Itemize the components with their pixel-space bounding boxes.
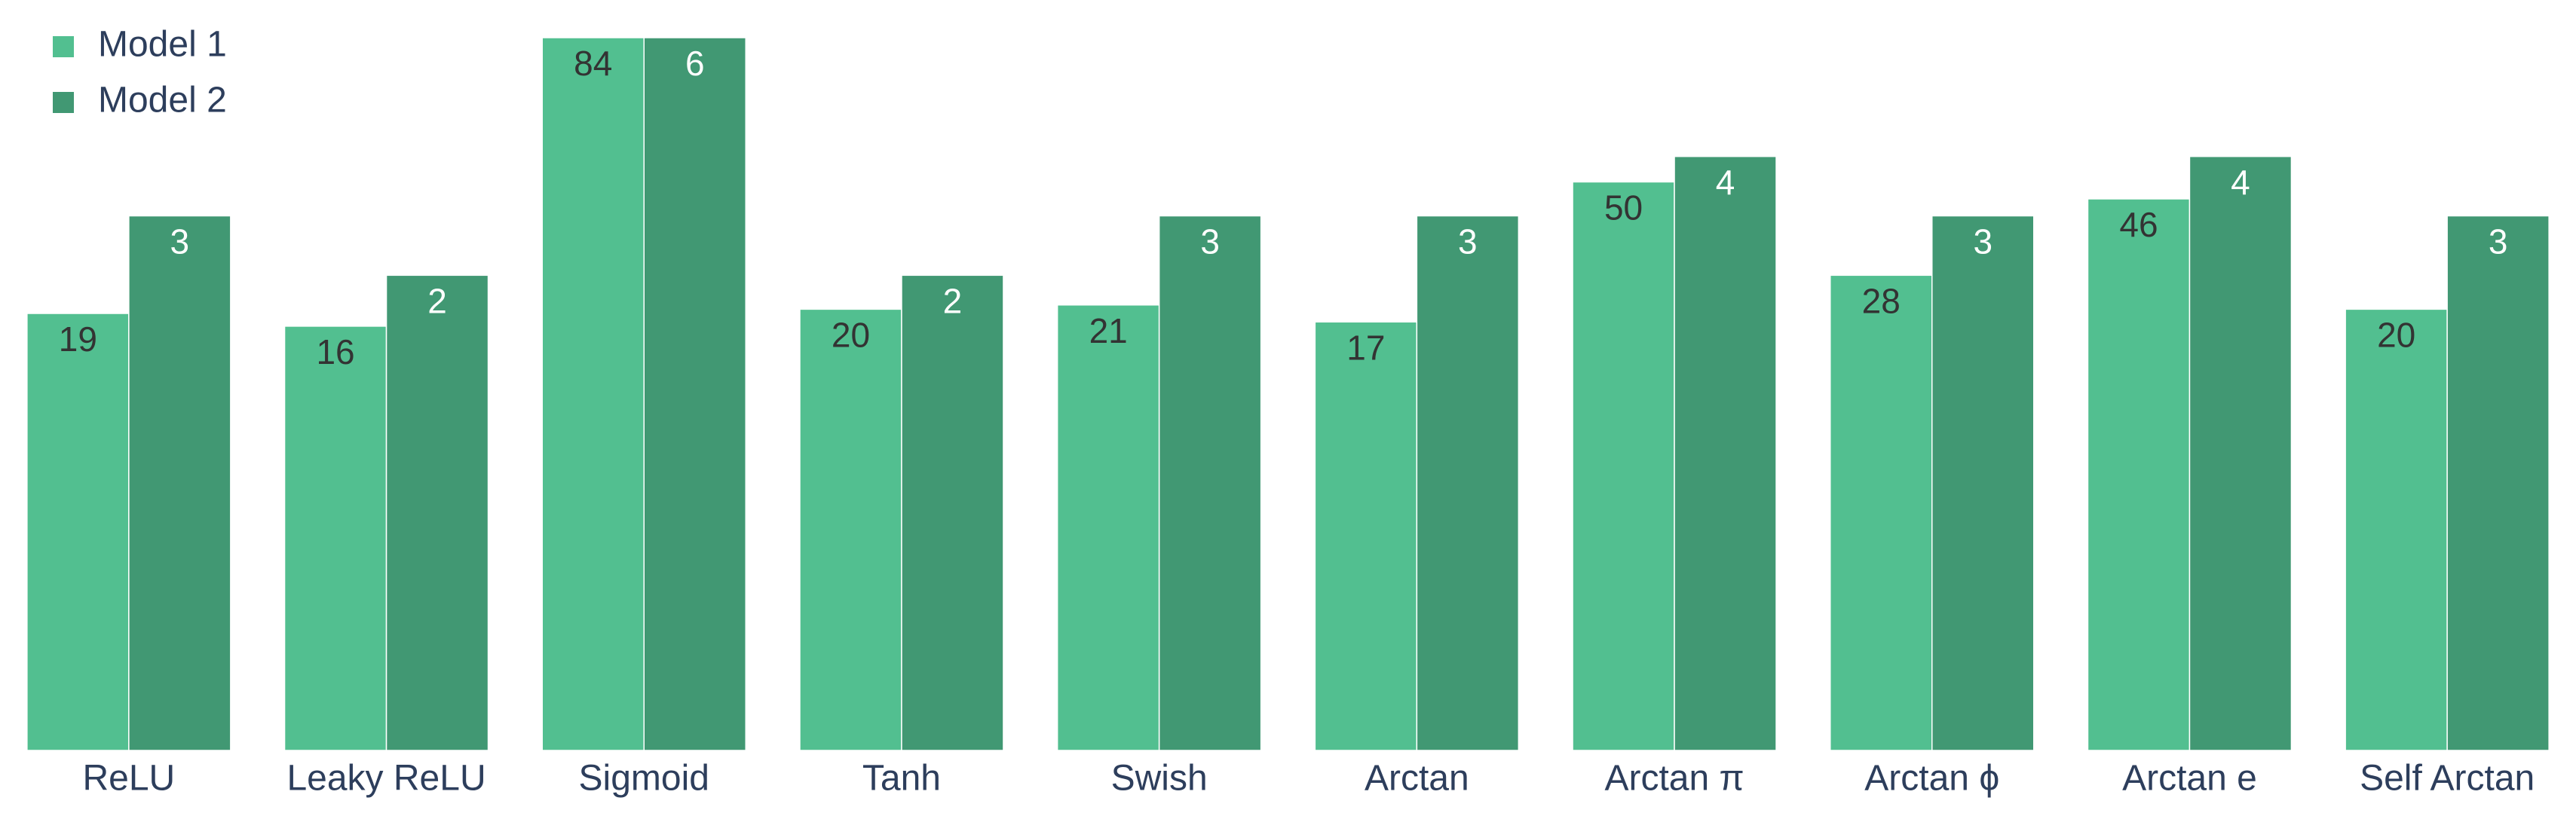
value-label: 2 <box>427 281 447 320</box>
value-label: 46 <box>2119 205 2158 244</box>
value-label: 2 <box>943 281 963 320</box>
bar <box>2189 155 2293 751</box>
bar <box>1830 274 1933 751</box>
value-label: 19 <box>59 319 97 359</box>
bar <box>128 215 231 751</box>
bar <box>385 274 489 751</box>
x-tick-label: Arctan e <box>2122 759 2257 799</box>
bar <box>1572 181 1675 751</box>
bar <box>26 313 130 751</box>
bar <box>901 274 1004 751</box>
x-tick-label: Sigmoid <box>579 759 709 799</box>
x-tick-label: ReLU <box>82 759 175 799</box>
value-label: 20 <box>2377 316 2415 355</box>
bar <box>283 325 387 751</box>
legend-swatch <box>53 92 74 113</box>
value-label: 4 <box>1716 163 1735 202</box>
bar <box>643 37 746 751</box>
value-label: 6 <box>685 44 705 83</box>
bar <box>2345 308 2448 751</box>
x-tick-label: Tanh <box>862 759 941 799</box>
x-tick-label: Leaky ReLU <box>286 759 485 799</box>
value-label: 17 <box>1346 328 1385 367</box>
bar <box>1931 215 2035 751</box>
bar <box>1314 321 1418 751</box>
bar <box>1158 215 1262 751</box>
legend-label: Model 2 <box>98 81 227 121</box>
value-label: 3 <box>1458 222 1478 261</box>
value-label: 3 <box>1973 222 1992 261</box>
bar <box>541 37 645 751</box>
x-tick-label: Arctan <box>1365 759 1469 799</box>
bar <box>1674 155 1777 751</box>
value-label: 3 <box>170 222 190 261</box>
bar <box>799 308 902 751</box>
legend-swatch <box>53 36 74 57</box>
bar <box>2446 215 2550 751</box>
bar <box>2087 198 2191 751</box>
legend-label: Model 1 <box>98 25 227 65</box>
value-label: 20 <box>832 316 870 355</box>
value-label: 84 <box>574 44 612 83</box>
value-label: 50 <box>1604 188 1643 228</box>
x-tick-label: Arctan π <box>1604 759 1744 799</box>
x-tick-label: Arctan ϕ <box>1864 759 1999 799</box>
value-label: 3 <box>2489 222 2508 261</box>
value-label: 3 <box>1200 222 1220 261</box>
x-tick-label: Self Arctan <box>2360 759 2535 799</box>
x-tick-label: Swish <box>1111 759 1208 799</box>
value-label: 21 <box>1089 311 1128 350</box>
bar <box>1056 304 1160 751</box>
value-label: 28 <box>1862 281 1901 320</box>
bar <box>1416 215 1520 751</box>
value-label: 4 <box>2231 163 2250 202</box>
value-label: 16 <box>316 332 354 371</box>
